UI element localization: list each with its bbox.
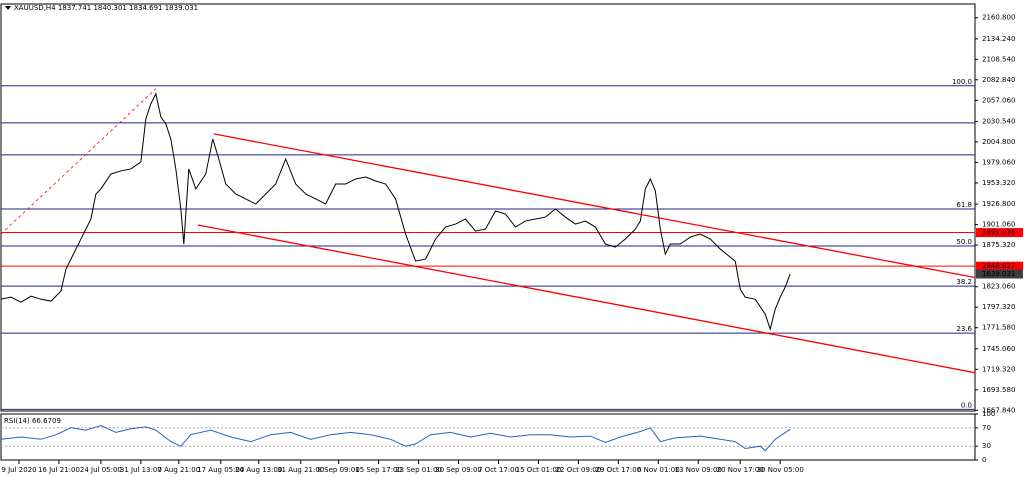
fib-label: 50.0 [956,238,972,246]
y-tick-label: 1979.060 [982,158,1015,166]
chart-title: XAUUSD,H4 1837.741 1840.301 1834.691 183… [14,4,198,12]
current-price-label: 1839.031 [982,270,1015,278]
y-tick-label: 1926.800 [982,200,1015,208]
rsi-pane [0,413,976,461]
price-line [1,424,791,452]
trend-line [213,133,975,279]
x-tick-label: 6 Nov 01:00 [637,466,680,474]
x-tick-label: 30 Sep 09:00 [435,466,482,474]
x-tick-label: 15 Oct 01:00 [516,466,562,474]
trend-line [197,224,975,374]
x-tick-label: 30 Nov 05:00 [757,466,804,474]
x-tick-label: 7 Aug 21:00 [157,466,200,474]
y-tick-label: 2160.800 [982,14,1015,22]
y-tick-label: 1875.320 [982,241,1015,249]
rsi-title: RSI(14) 66.6709 [4,417,61,425]
price-tag-label: 1848.827 [982,262,1015,270]
y-tick-label: 1797.320 [982,303,1015,311]
fib-label: 61.8 [956,201,972,209]
y-tick-label: 70 [982,424,991,432]
x-tick-label: 7 Oct 17:00 [478,466,519,474]
trend-line [1,88,157,235]
x-tick-label: 16 Jul 21:00 [38,466,80,474]
main-plot: 100.0 61.8 50.0 38.2 23.6 0.0 [1,78,975,410]
y-tick-label: 2030.540 [982,117,1015,125]
x-tick-label: 29 Oct 17:00 [596,466,642,474]
y-tick-label: 2134.240 [982,35,1015,43]
y-tick-label: 1719.320 [982,365,1015,373]
x-tick-label: 8 Sep 09:00 [318,466,360,474]
y-tick-label: 2057.060 [982,96,1015,104]
y-tick-label: 1667.840 [982,406,1015,414]
price-tag [976,228,1023,238]
x-tick-label: 17 Aug 05:00 [197,466,244,474]
y-tick-label: 1771.580 [982,324,1015,332]
price-line [1,92,791,331]
y-tick-label: 1823.060 [982,283,1015,291]
main-pane [0,3,976,412]
menu-arrow [5,6,11,10]
axes: 2160.800 2134.240 2108.540 2082.840 2057.060… [1,14,1023,474]
x-tick-label: 20 Nov 17:00 [717,466,764,474]
y-tick-label: 30 [982,442,991,450]
fib-label: 0.0 [961,401,972,409]
x-tick-label: 24 Aug 13:00 [235,466,282,474]
fib-label: 23.6 [956,325,972,333]
x-tick-label: 13 Nov 09:00 [675,466,722,474]
x-tick-label: 23 Sep 01:00 [395,466,442,474]
x-tick-label: 24 Jul 05:00 [80,466,122,474]
x-tick-label: 31 Jul 13:00 [120,466,162,474]
x-tick-label: 9 Jul 2020 [1,466,36,474]
y-tick-label: 100 [982,410,995,418]
x-tick-label: 22 Oct 09:00 [556,466,602,474]
price-tag [976,261,1023,271]
y-tick-label: 1745.060 [982,345,1015,353]
y-tick-label: 2004.800 [982,138,1015,146]
y-tick-label: 2082.840 [982,76,1015,84]
y-tick-label: 2108.540 [982,55,1015,63]
x-tick-label: 15 Sep 17:00 [355,466,402,474]
y-tick-label: 0 [982,456,986,464]
fib-label: 38.2 [956,278,972,286]
fib-label: 100.0 [952,78,972,86]
y-tick-label: 1901.060 [982,221,1015,229]
y-tick-label: 1693.580 [982,386,1015,394]
y-tick-label: 1953.320 [982,179,1015,187]
rsi-plot [1,424,975,452]
price-tag-label: 1891.036 [982,229,1016,237]
current-price-tag [976,269,1023,279]
x-tick-label: 31 Aug 21:00 [277,466,324,474]
